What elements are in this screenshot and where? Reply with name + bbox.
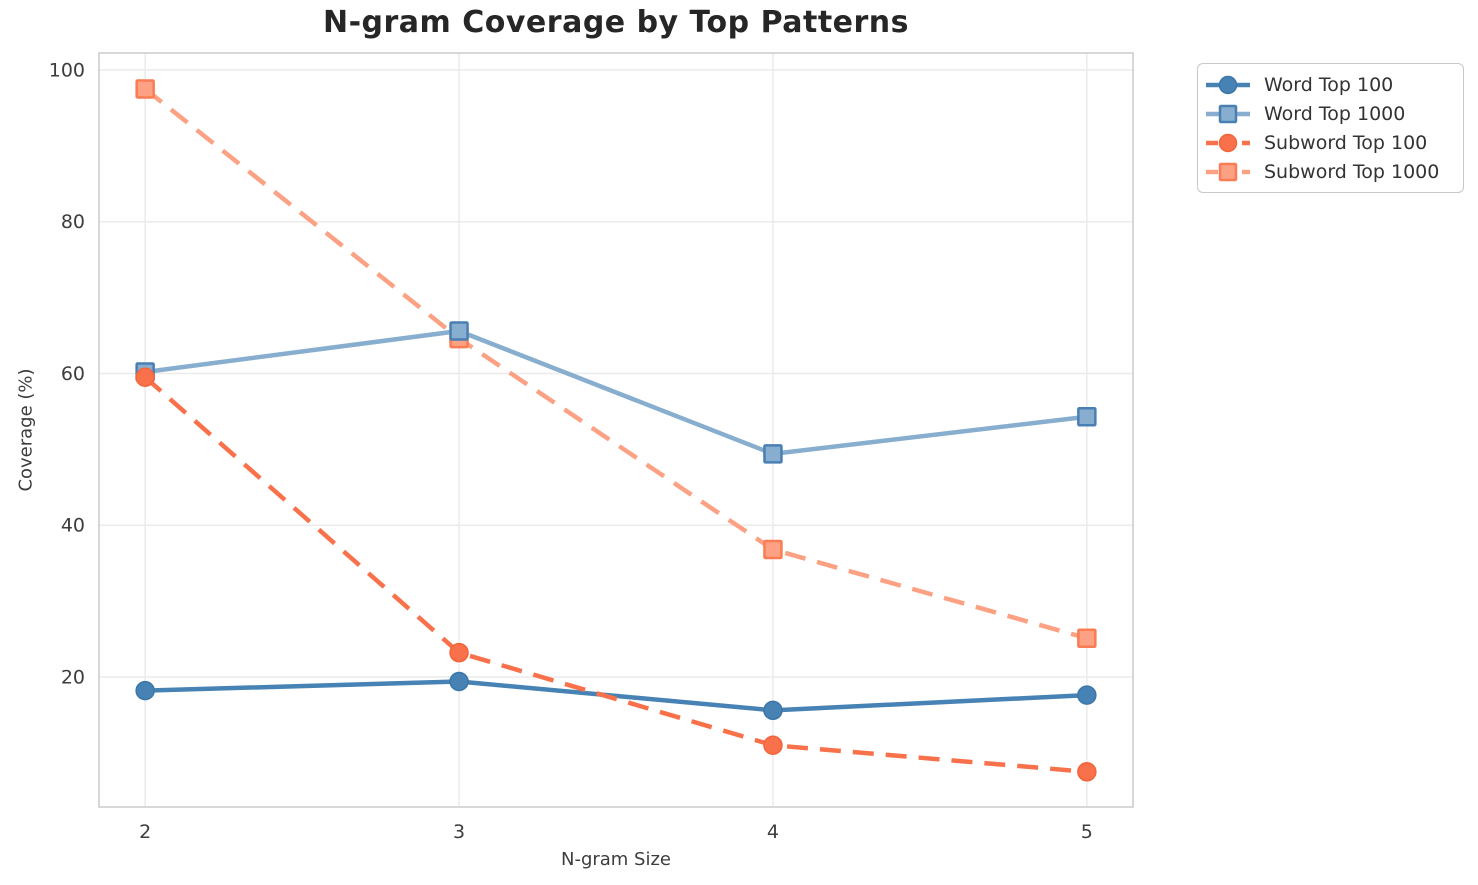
series-line-word-top-100 <box>142 679 1090 713</box>
legend-swatch-subword-top-100 <box>1206 133 1250 152</box>
y-axis-label: Coverage (%) <box>15 368 37 492</box>
plot-border <box>98 52 1134 808</box>
series-line-word-top-1000 <box>142 328 1090 457</box>
x-axis-label: N-gram Size <box>560 849 672 870</box>
legend: Word Top 100 Word Top 1000 Subword Top 100… <box>1197 63 1464 193</box>
marker-word-top-1000 <box>763 444 783 464</box>
marker-subword-top-1000 <box>763 539 783 560</box>
legend-circle-marker-icon <box>1218 133 1238 152</box>
chart-title: N-gram Coverage by Top Patterns <box>322 5 910 40</box>
legend-swatch-word-top-1000 <box>1206 104 1250 123</box>
marker-subword-top-1000 <box>1077 628 1097 649</box>
legend-circle-marker-icon <box>1218 75 1238 94</box>
x-tick-label: 5 <box>1081 821 1093 843</box>
legend-label: Word Top 1000 <box>1264 102 1406 125</box>
x-tick-label: 3 <box>453 821 465 843</box>
legend-square-marker-icon <box>1218 162 1238 181</box>
legend-swatch-subword-top-1000 <box>1206 162 1250 181</box>
marker-subword-top-100 <box>135 367 155 388</box>
legend-item-word-top-100: Word Top 100 <box>1205 70 1457 99</box>
marker-word-top-100 <box>1077 685 1097 705</box>
y-tick-label: 100 <box>49 59 85 81</box>
legend-swatch-word-top-100 <box>1206 75 1250 94</box>
x-tick-label: 2 <box>139 821 151 843</box>
x-tick-label: 4 <box>767 821 779 843</box>
legend-label: Word Top 100 <box>1264 73 1394 96</box>
legend-item-subword-top-100: Subword Top 100 <box>1205 128 1457 157</box>
marker-word-top-100 <box>449 671 469 692</box>
marker-word-top-1000 <box>449 321 469 341</box>
legend-square-marker-icon <box>1218 104 1238 123</box>
marker-subword-top-1000 <box>135 79 155 99</box>
series-line-subword-top-100 <box>143 375 1088 775</box>
legend-label: Subword Top 100 <box>1264 131 1428 154</box>
marker-word-top-100 <box>135 680 155 701</box>
series-line-subword-top-1000 <box>143 87 1088 641</box>
y-tick-label: 80 <box>61 211 85 233</box>
y-tick-label: 40 <box>61 515 85 537</box>
legend-label: Subword Top 1000 <box>1264 160 1440 183</box>
y-tick-label: 60 <box>61 363 85 385</box>
legend-item-word-top-1000: Word Top 1000 <box>1205 99 1457 128</box>
marker-subword-top-100 <box>1077 762 1097 782</box>
marker-subword-top-100 <box>763 735 783 755</box>
y-tick-label: 20 <box>61 666 85 688</box>
marker-word-top-100 <box>763 700 783 721</box>
marker-word-top-1000 <box>1077 406 1097 427</box>
legend-item-subword-top-1000: Subword Top 1000 <box>1205 157 1457 186</box>
marker-subword-top-100 <box>449 642 469 663</box>
